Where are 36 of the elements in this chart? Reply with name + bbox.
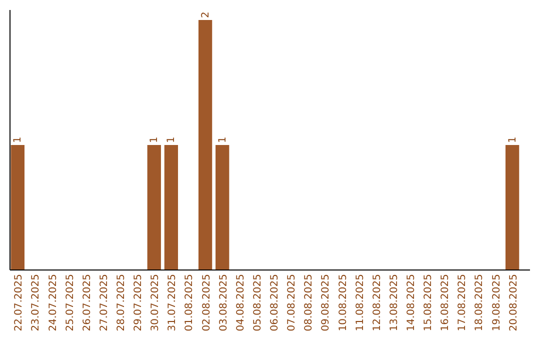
data-label: 1 <box>12 136 24 143</box>
x-tick-label: 24.07.2025 <box>48 274 59 332</box>
x-tick-label: 30.07.2025 <box>150 274 162 332</box>
x-tick-label: 11.08.2025 <box>354 274 366 332</box>
x-tick-label: 31.07.2025 <box>167 274 178 332</box>
x-tick-label: 07.08.2025 <box>286 274 298 332</box>
x-tick-label: 13.08.2025 <box>388 274 400 332</box>
x-tick-label: 08.08.2025 <box>304 274 315 332</box>
x-tick-label: 12.08.2025 <box>372 274 383 332</box>
data-label: 1 <box>217 136 228 143</box>
x-tick-label: 26.07.2025 <box>82 274 93 332</box>
x-tick-label: 16.08.2025 <box>440 274 452 332</box>
x-tick-label: 14.08.2025 <box>406 274 417 332</box>
data-label: 2 <box>200 12 212 18</box>
x-tick-label: 27.07.2025 <box>98 274 110 332</box>
x-tick-label: 25.07.2025 <box>64 274 76 332</box>
data-label: 1 <box>166 136 178 143</box>
x-tick-label: 20.08.2025 <box>508 274 520 332</box>
x-tick-label: 09.08.2025 <box>320 274 332 332</box>
x-tick-label: 04.08.2025 <box>235 274 246 332</box>
x-tick-label: 05.08.2025 <box>252 274 264 332</box>
x-tick-label: 01.08.2025 <box>184 274 196 332</box>
data-label: 1 <box>507 136 518 143</box>
x-tick-label: 03.08.2025 <box>218 274 230 332</box>
x-tick-label: 10.08.2025 <box>338 274 349 332</box>
x-tick-label: 23.07.2025 <box>30 274 42 332</box>
data-label: 1 <box>149 136 160 143</box>
x-tick-label: 19.08.2025 <box>491 274 502 332</box>
x-tick-label: 18.08.2025 <box>474 274 486 332</box>
x-tick-label: 02.08.2025 <box>201 274 212 332</box>
x-tick-label: 22.07.2025 <box>14 274 25 332</box>
x-tick-label: 28.07.2025 <box>116 274 128 332</box>
x-tick-label: 17.08.2025 <box>457 274 468 332</box>
x-tick-label: 06.08.2025 <box>270 274 281 332</box>
x-tick-label: 15.08.2025 <box>423 274 434 332</box>
x-tick-label: 29.07.2025 <box>133 274 144 332</box>
